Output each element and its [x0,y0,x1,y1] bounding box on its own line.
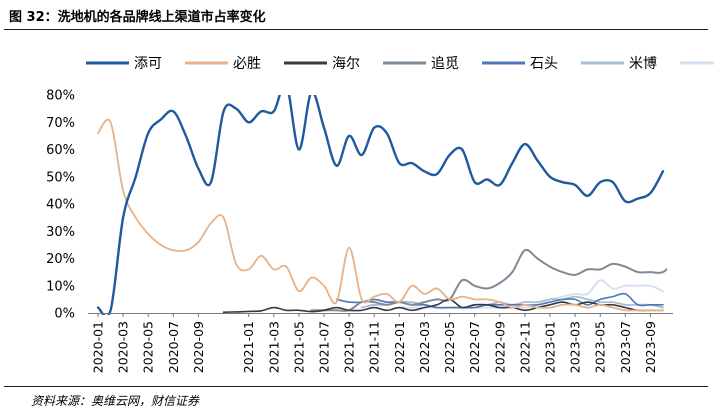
legend-label: 米博 [629,55,657,72]
chart-legend: 添可必胜海尔追觅石头米博美的 [86,55,714,72]
x-tick-label: 2021-03 [266,321,281,373]
x-tick-label: 2023-03 [568,321,583,373]
x-tick-label: 2021-11 [367,321,382,373]
x-tick-label: 2021-05 [291,321,306,373]
legend-label: 石头 [530,56,558,72]
x-tick-label: 2022-03 [417,321,432,373]
x-tick-label: 2022-05 [442,321,457,373]
line-chart: 添可必胜海尔追觅石头米博美的 0%10%20%30%40%50%60%70%80… [46,55,714,373]
bottom-rule [4,386,708,387]
x-tick-label: 2020-01 [91,321,106,373]
y-tick-label: 40% [46,198,75,213]
figure-title: 图 32：洗地机的各品牌线上渠道市占率变化 [9,10,266,25]
x-tick-label: 2023-07 [618,321,633,373]
x-tick-label: 2020-03 [116,321,131,373]
y-tick-label: 60% [46,143,75,158]
series-line-海尔 [222,298,664,313]
x-tick-label: 2023-01 [543,321,558,373]
x-tick-label: 2021-09 [342,321,357,373]
source-note: 资料来源：奥维云网，财信证券 [31,394,200,408]
series-line-追觅 [310,248,667,312]
x-tick-label: 2023-05 [593,321,608,373]
series-line-石头 [335,292,664,309]
x-tick-label: 2022-07 [467,321,482,373]
x-tick-label: 2021-01 [241,321,256,373]
x-tick-label: 2022-09 [492,321,507,373]
legend-label: 追觅 [431,56,459,72]
x-tick-label: 2022-11 [517,321,532,373]
x-tick-label: 2020-09 [191,321,206,373]
x-tick-label: 2021-07 [317,321,332,373]
title-rule [4,29,708,30]
y-tick-label: 30% [46,225,75,240]
legend-label: 必胜 [233,56,261,72]
series-line-添可 [96,95,665,315]
x-tick-label: 2022-01 [392,321,407,373]
y-tick-label: 50% [46,170,75,185]
series-line-必胜 [97,118,664,312]
y-tick-label: 20% [46,252,75,267]
y-tick-label: 70% [46,116,75,131]
x-tick-label: 2023-09 [643,321,658,373]
legend-label: 海尔 [332,56,360,72]
y-tick-label: 10% [46,279,75,294]
y-tick-label: 0% [54,307,75,322]
y-tick-label: 80% [46,89,75,104]
x-tick-label: 2020-05 [141,321,156,373]
chart-axes: 0% 10% 20% 30% 40% 50% 60% 70% 80% 2020-01 2020-03… [46,89,673,373]
plot-area [96,95,667,315]
x-tick-label: 2020-07 [166,321,181,373]
legend-label: 添可 [134,56,162,72]
